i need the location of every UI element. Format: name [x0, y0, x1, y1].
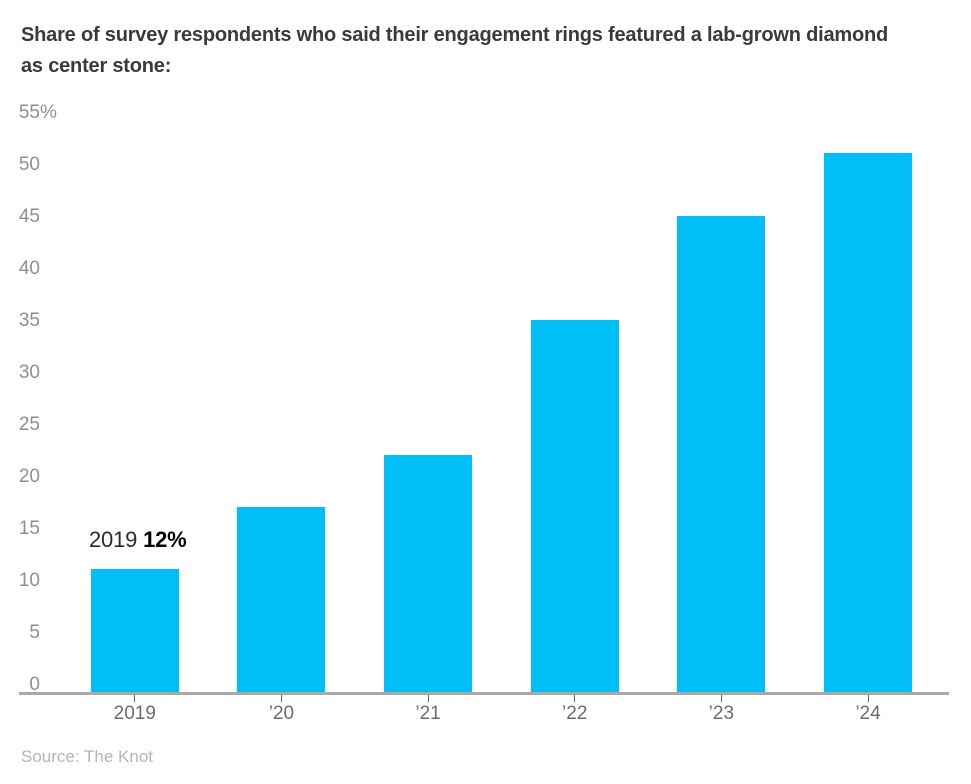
y-axis-tick-label: 40 [14, 259, 40, 279]
bar-21 [384, 455, 473, 694]
y-axis-tick-label: 10 [14, 571, 40, 591]
y-axis-tick-label: 55% [14, 103, 57, 123]
bar-23 [677, 216, 766, 694]
annotation-year: 2019 [89, 527, 144, 552]
x-axis-tick [134, 695, 136, 702]
y-axis-tick-value: 35 [18, 310, 40, 331]
y-axis-tick-value: 5 [29, 622, 40, 643]
x-axis-tick-label: ’23 [708, 703, 735, 724]
x-axis-tick-label: ’20 [268, 703, 295, 724]
x-axis-tick [867, 695, 869, 702]
y-axis-tick-value: 45 [18, 206, 40, 227]
x-axis-tick-label: 2019 [113, 703, 156, 724]
annotation-value: 12% [143, 527, 187, 552]
y-axis-tick-value: 30 [18, 362, 40, 383]
y-axis-tick-value: 55 [18, 102, 40, 123]
bar-2019 [90, 569, 179, 694]
bar-20 [237, 507, 326, 694]
y-axis-tick-value: 25 [18, 414, 40, 435]
chart-title-line1: Share of survey respondents who said the… [21, 24, 889, 46]
x-axis-tick [720, 695, 722, 702]
y-axis-unit: % [40, 102, 57, 123]
y-axis-tick-value: 40 [18, 258, 40, 279]
x-axis-tick-label: ’24 [855, 703, 881, 724]
x-axis-tick [574, 695, 576, 702]
x-axis-tick [427, 695, 429, 702]
y-axis-tick-label: 25 [14, 415, 40, 435]
bar-22 [530, 320, 619, 694]
x-axis-line [19, 692, 949, 695]
y-axis-tick-value: 20 [18, 466, 40, 487]
bar-24 [824, 153, 912, 694]
data-label-2019: 2019 12% [89, 528, 187, 552]
x-axis-tick [280, 695, 282, 702]
y-axis-tick-label: 5 [14, 623, 40, 643]
y-axis-tick-value: 10 [18, 570, 40, 591]
chart-title-line2: as center stone: [21, 55, 172, 77]
y-axis-tick-value: 15 [18, 518, 40, 539]
y-axis-tick-label: 35 [14, 311, 40, 331]
x-axis-tick-label: ’21 [415, 703, 441, 724]
x-axis-tick-label: ’22 [562, 703, 588, 724]
source-note: Source: The Knot [21, 747, 153, 766]
y-axis-tick-label: 15 [14, 519, 40, 539]
chart-title: Share of survey respondents who said the… [21, 20, 961, 82]
y-axis-tick-label: 30 [14, 363, 40, 383]
y-axis-tick-label: 20 [14, 467, 40, 487]
y-axis-tick-label: 50 [14, 155, 40, 175]
y-axis-tick-label: 0 [14, 675, 40, 695]
y-axis-tick-value: 0 [29, 674, 40, 695]
y-axis-tick-value: 50 [18, 154, 40, 175]
y-axis-tick-label: 45 [14, 207, 40, 227]
